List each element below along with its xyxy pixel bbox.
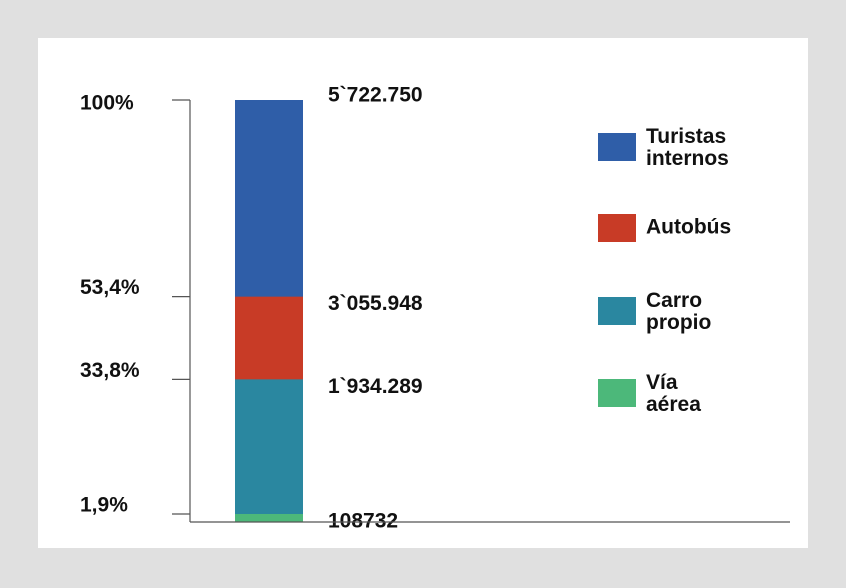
value-label: 5`722.750 [328, 84, 423, 107]
y-tick-label: 100% [80, 92, 134, 115]
legend-label-line: propio [646, 311, 711, 334]
y-tick-label: 33,8% [80, 359, 140, 382]
legend-label-line: Turistas [646, 125, 732, 148]
value-label: 108732 [328, 510, 398, 533]
legend-label: Vía aérea [646, 371, 701, 416]
legend-label-line: internos [646, 147, 729, 170]
legend-label: Autobús [646, 216, 731, 239]
value-label: 1`934.289 [328, 375, 423, 398]
bar [235, 513, 303, 522]
value-label: 3`055.948 [328, 292, 423, 315]
legend-label-line: Vía [646, 371, 683, 394]
y-tick-label: 53,4% [80, 276, 140, 299]
legend-label: Turistas internos [646, 125, 732, 170]
legend-label-line: aérea [646, 393, 701, 416]
legend-swatch [598, 214, 636, 242]
y-tick-label: 1,9% [80, 494, 128, 517]
panel [38, 38, 808, 548]
legend-label: Carro propio [646, 289, 711, 334]
bar [235, 379, 303, 522]
legend-swatch [598, 379, 636, 407]
legend-swatch [598, 297, 636, 325]
legend-label-line: Carro [646, 289, 708, 312]
legend-swatch [598, 133, 636, 161]
